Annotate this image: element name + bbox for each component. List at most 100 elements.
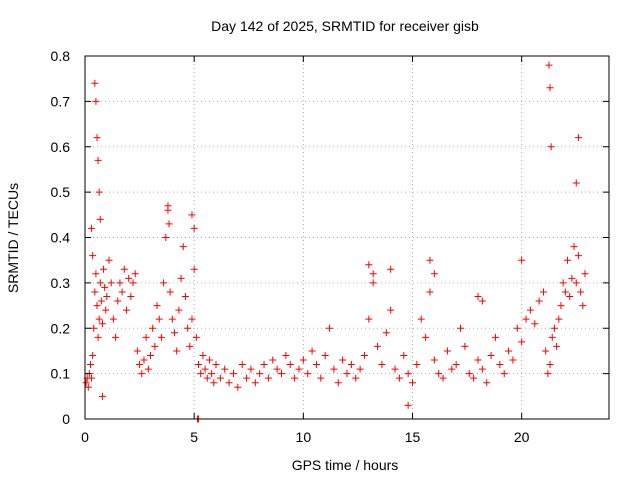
data-point (286, 361, 294, 369)
data-point (173, 347, 181, 355)
data-point (171, 329, 179, 337)
data-point (339, 356, 347, 364)
data-point (92, 97, 100, 105)
data-point (574, 252, 582, 260)
data-point (229, 370, 237, 378)
y-tick-label: 0 (62, 411, 70, 427)
y-tick-label: 0.7 (51, 93, 71, 109)
data-point (474, 292, 482, 300)
data-point (179, 243, 187, 251)
data-point (439, 374, 447, 382)
data-point (500, 370, 508, 378)
y-tick-label: 0.1 (51, 366, 71, 382)
data-point (140, 356, 148, 364)
data-point (312, 361, 320, 369)
grid-lines (85, 56, 609, 419)
data-point (550, 324, 558, 332)
axis-ticks: 0 0.1 0.2 0.3 0.4 0.5 0.6 0.7 0.8 0 5 10 15 20 (51, 48, 609, 445)
data-point (269, 356, 277, 364)
data-point (116, 279, 124, 287)
data-point (94, 333, 102, 341)
data-point (546, 361, 554, 369)
data-point (509, 356, 517, 364)
data-point (548, 333, 556, 341)
data-point (553, 342, 561, 350)
y-tick-label: 0.8 (51, 48, 71, 64)
data-point (321, 351, 329, 359)
data-point (151, 342, 159, 350)
data-point (478, 365, 486, 373)
data-point (526, 306, 534, 314)
data-point (107, 279, 115, 287)
data-point (566, 292, 574, 300)
data-point (540, 288, 547, 296)
data-point (470, 374, 478, 382)
data-point (505, 347, 513, 355)
data-point (572, 279, 580, 287)
data-point (457, 324, 465, 332)
data-point (165, 220, 173, 228)
data-point (474, 356, 482, 364)
data-point (404, 370, 412, 378)
data-point (544, 370, 552, 378)
data-point (208, 370, 216, 378)
data-point (251, 379, 259, 387)
x-axis-label: GPS time / hours (292, 457, 399, 473)
x-tick-label: 10 (296, 429, 312, 445)
data-point (491, 333, 499, 341)
data-point (100, 265, 108, 273)
data-point (448, 365, 456, 373)
data-point (465, 370, 473, 378)
data-point (443, 347, 451, 355)
data-point (247, 365, 255, 373)
data-point (149, 324, 157, 332)
data-point (144, 365, 152, 373)
data-point (273, 365, 281, 373)
data-point (186, 342, 194, 350)
data-point (103, 292, 111, 300)
data-point (568, 274, 576, 282)
data-point (142, 333, 150, 341)
data-point (92, 270, 100, 278)
data-point (122, 306, 130, 314)
data-point (109, 315, 117, 323)
data-point (564, 256, 572, 264)
data-point (188, 315, 196, 323)
data-point (175, 306, 183, 314)
data-point (112, 333, 120, 341)
data-point (181, 292, 189, 300)
data-point (243, 374, 251, 382)
data-point (101, 283, 109, 291)
data-point (326, 324, 334, 332)
data-point (452, 361, 460, 369)
data-point (547, 143, 555, 151)
data-point (356, 365, 364, 373)
data-point (95, 315, 103, 323)
data-point (118, 288, 126, 296)
data-point (98, 392, 106, 400)
data-point (190, 224, 198, 232)
data-point (195, 361, 203, 369)
data-point (155, 315, 163, 323)
data-point (518, 256, 526, 264)
data-point (426, 256, 434, 264)
data-point (97, 297, 105, 305)
data-point (487, 351, 495, 359)
data-point (304, 370, 312, 378)
data-point (579, 302, 587, 310)
data-point (308, 347, 316, 355)
data-point (190, 265, 198, 273)
data-point (90, 324, 98, 332)
y-tick-label: 0.2 (51, 320, 71, 336)
data-point (581, 270, 589, 278)
x-tick-label: 15 (405, 429, 421, 445)
data-point (212, 361, 220, 369)
data-point (127, 292, 135, 300)
data-point (545, 61, 553, 69)
data-point (96, 215, 104, 223)
data-point (295, 365, 303, 373)
data-point (84, 383, 92, 391)
data-point (166, 288, 174, 296)
data-point (409, 379, 416, 387)
